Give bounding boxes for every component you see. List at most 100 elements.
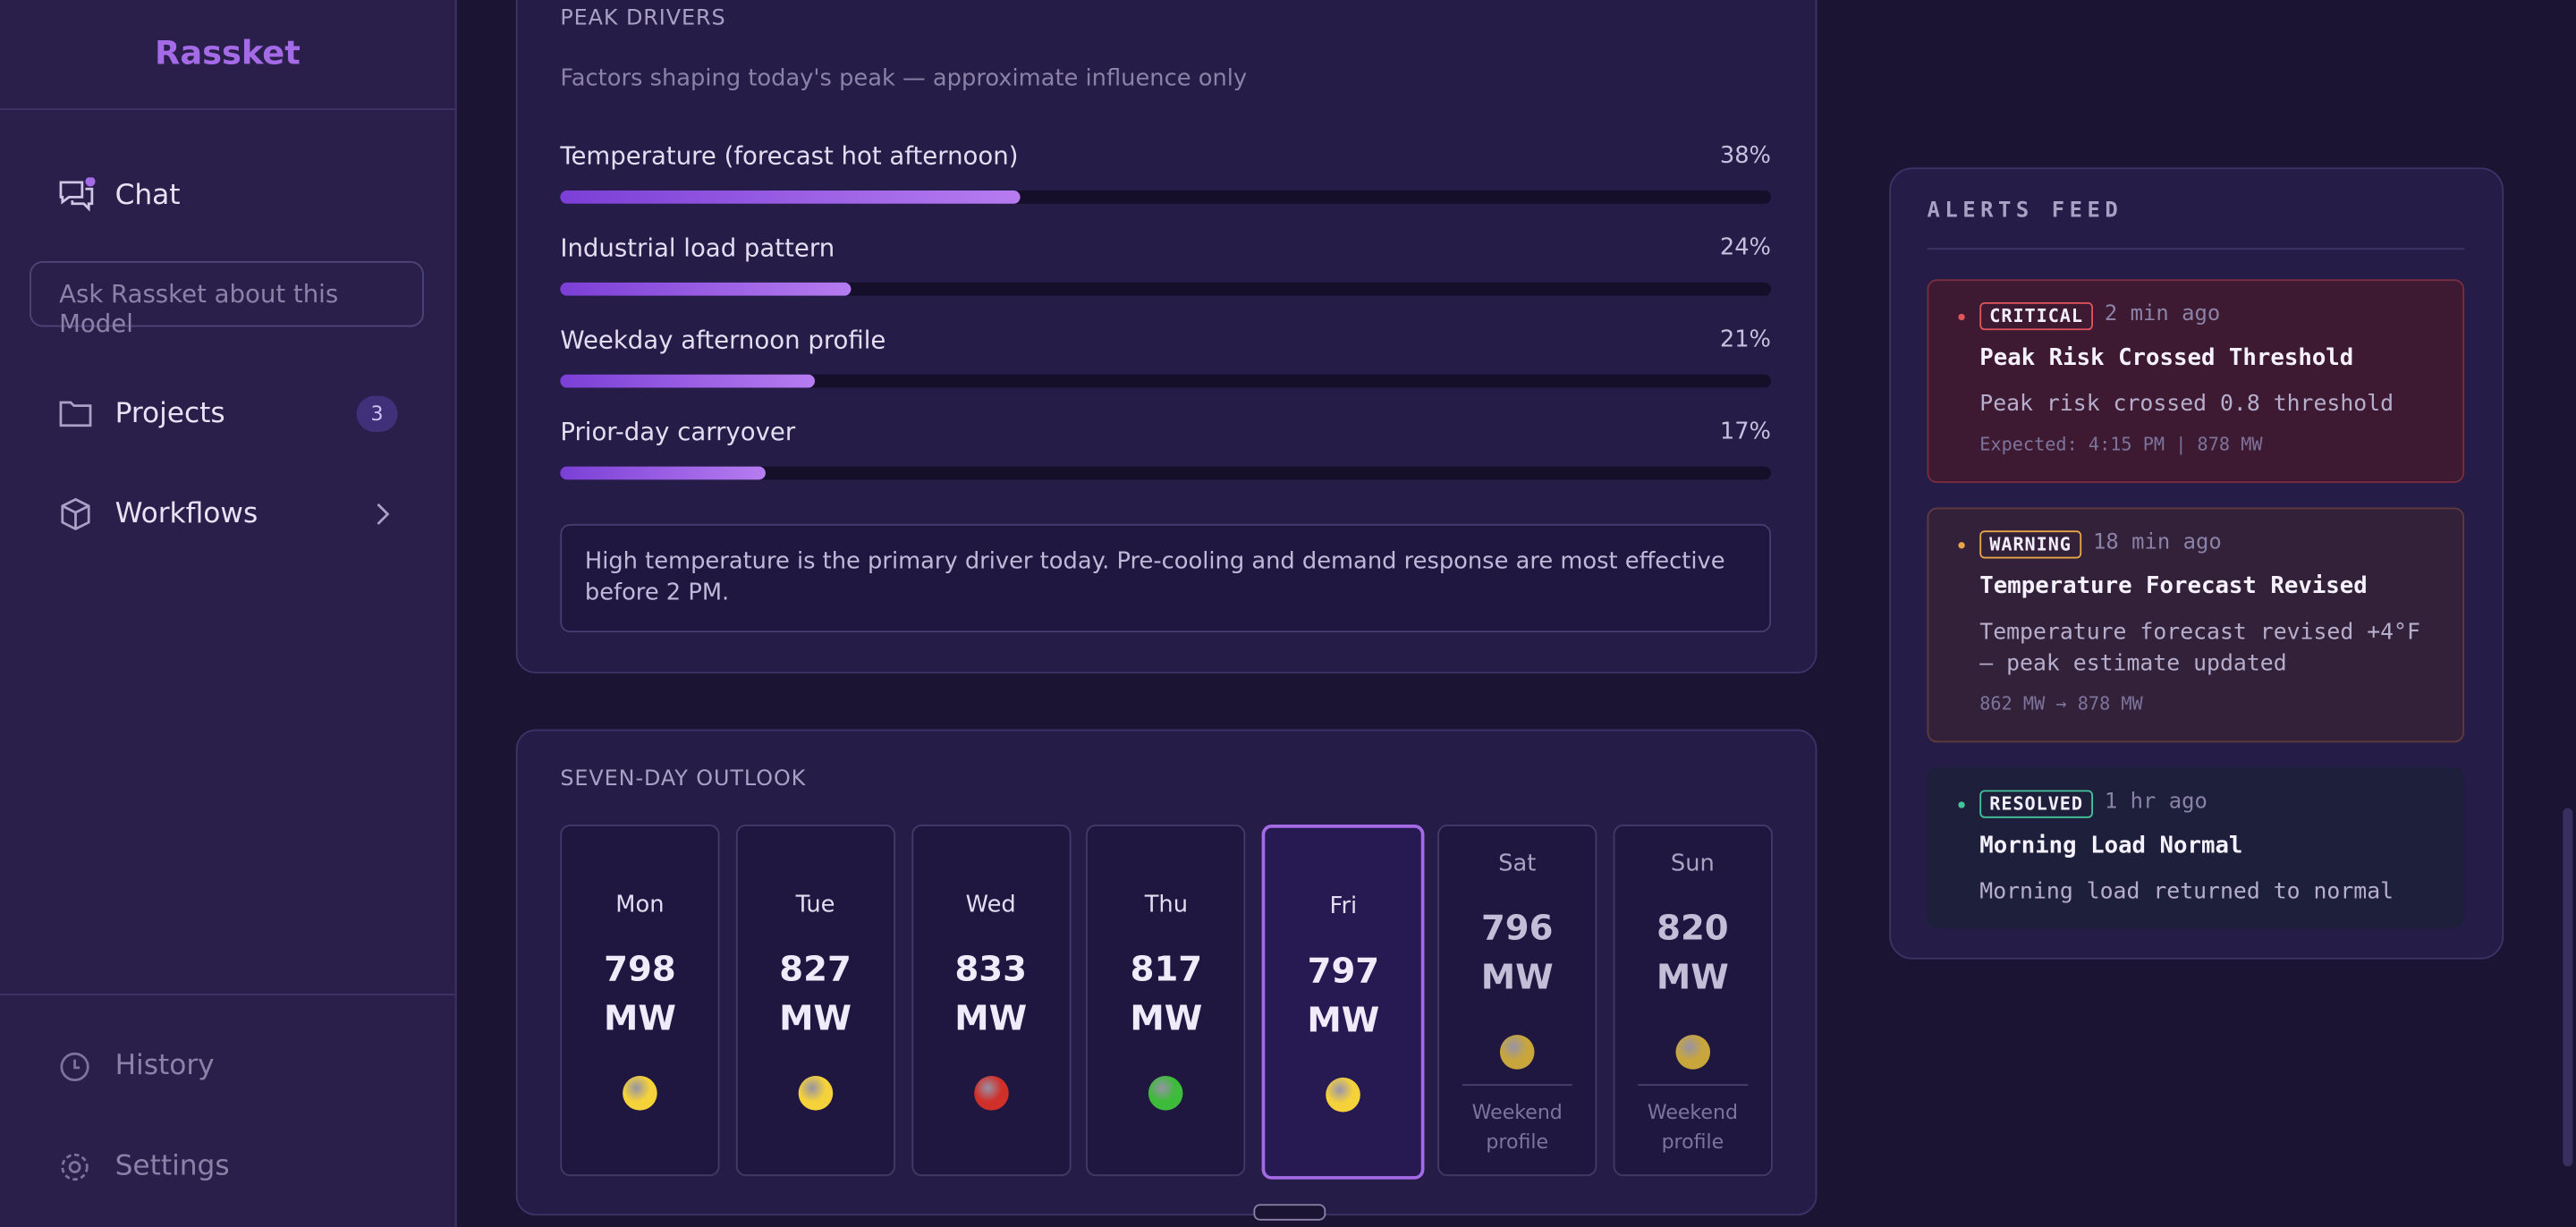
status-dot [1148,1076,1184,1111]
day-load: 820 [1657,908,1729,948]
driver-name: Temperature (forecast hot afternoon) [560,140,1019,172]
status-dot [798,1076,833,1111]
section-title: PEAK DRIVERS [560,6,726,31]
status-dot [1499,1035,1535,1070]
sidebar: Rassket Chat Ask Rassket about this Mode… [0,0,457,1227]
alert-message: Peak risk crossed 0.8 threshold [1979,391,2394,418]
day-card[interactable]: Fri 797 MW [1261,825,1425,1180]
day-label: Tue [795,892,835,918]
driver-name: Industrial load pattern [560,233,835,263]
divider [1462,1084,1572,1087]
divider [1637,1084,1748,1087]
day-label: Sat [1498,850,1537,877]
status-dot [623,1076,657,1111]
driver-bar [560,466,767,480]
day-card[interactable]: Mon 798 MW [560,825,720,1177]
status-dot [973,1076,1009,1111]
alert-detail: 862 MW → 878 MW [1979,693,2143,715]
day-load: 817 [1130,949,1203,989]
projects-link[interactable]: Projects [114,397,225,431]
day-unit: MW [954,998,1028,1038]
history-icon [60,1052,89,1082]
driver-bar [560,374,815,388]
day-load: 797 [1307,951,1380,991]
scrollbar [2563,808,2573,1167]
history-link[interactable]: History [114,1049,215,1083]
day-card[interactable]: Sun 820 MW Weekend profile [1613,825,1773,1177]
day-card[interactable]: Sat 796 MW Weekend profile [1437,825,1597,1177]
divider [1927,248,2465,250]
alert-level: CRITICAL [1979,301,2093,331]
chat-icon [59,177,96,212]
track [560,282,1772,296]
alert-level: RESOLVED [1979,790,2093,818]
section-title: ALERTS FEED [1927,199,2123,224]
day-label: Mon [615,892,665,918]
day-label: Thu [1144,892,1189,918]
divider [0,108,455,111]
status-dot [1675,1035,1710,1070]
day-card[interactable]: Thu 817 MW [1086,825,1246,1177]
settings-link[interactable]: Settings [114,1149,230,1183]
alert[interactable]: RESOLVED 1 hr ago Morning Load Normal Morni… [1927,766,2465,928]
day-label: Fri [1329,893,1358,920]
driver-name: Prior-day carryover [560,417,796,447]
day-card[interactable]: Wed 833 MW [911,825,1071,1177]
settings-icon [61,1153,89,1181]
subtitle: Factors shaping today's peak — approxima… [560,65,1248,92]
day-unit: MW [1307,1000,1380,1040]
day-card[interactable]: Tue 827 MW [735,825,895,1177]
day-unit: MW [779,998,852,1038]
divider [0,994,455,996]
day-load: 798 [604,949,676,989]
cube-icon [61,497,90,530]
resize-handle[interactable] [1253,1204,1326,1221]
alert-title: Morning Load Normal [1979,833,2243,859]
track [560,374,1772,388]
alert-title: Temperature Forecast Revised [1979,573,2368,600]
track [560,466,1772,480]
driver-value: 21% [1719,326,1772,353]
alert-dot [1958,542,1965,549]
day-unit: MW [1130,998,1203,1038]
alert-time: 2 min ago [2104,301,2221,327]
section-title: SEVEN-DAY OUTLOOK [560,766,807,792]
driver-bar [560,282,852,296]
alert-time: 18 min ago [2093,530,2222,555]
day-load: 833 [954,949,1027,989]
brand: Rassket [155,32,301,72]
alert-dot [1958,313,1965,321]
search-input[interactable]: Ask Rassket about this Model [30,261,424,338]
alert[interactable]: CRITICAL 2 min ago Peak Risk Crossed Thres… [1927,279,2465,484]
driver-name: Weekday afternoon profile [560,325,886,355]
chevron [377,503,390,525]
driver-value: 38% [1719,142,1772,170]
alert-dot [1958,801,1965,808]
alert-level: WARNING [1979,530,2081,559]
day-unit: MW [1480,957,1554,997]
note: High temperature is the primary driver t… [560,523,1772,633]
day-load: 827 [779,949,852,989]
day-note: Weekend profile [1647,1100,1738,1154]
day-label: Sun [1670,850,1715,877]
alert[interactable]: WARNING 18 min ago Temperature Forecast Re… [1927,507,2465,743]
workflows-link[interactable]: Workflows [114,497,258,531]
day-note: Weekend profile [1471,1100,1563,1154]
day-unit: MW [1656,957,1729,997]
driver-bar [560,190,1021,204]
folder-icon [59,401,92,427]
alert-title: Peak Risk Crossed Threshold [1979,344,2354,372]
day-load: 796 [1480,908,1554,948]
alert-detail: Expected: 4:15 PM | 878 MW [1979,433,2263,455]
alert-message: Temperature forecast revised +4°F — peak… [1979,619,2420,677]
alert-message: Morning load returned to normal [1979,878,2394,906]
badge: 3 [356,395,398,433]
status-dot [1326,1077,1361,1113]
driver-value: 24% [1719,234,1772,262]
chat-link[interactable]: Chat [114,179,181,212]
day-unit: MW [603,998,676,1038]
alert-time: 1 hr ago [2104,790,2207,816]
day-label: Wed [965,892,1016,918]
